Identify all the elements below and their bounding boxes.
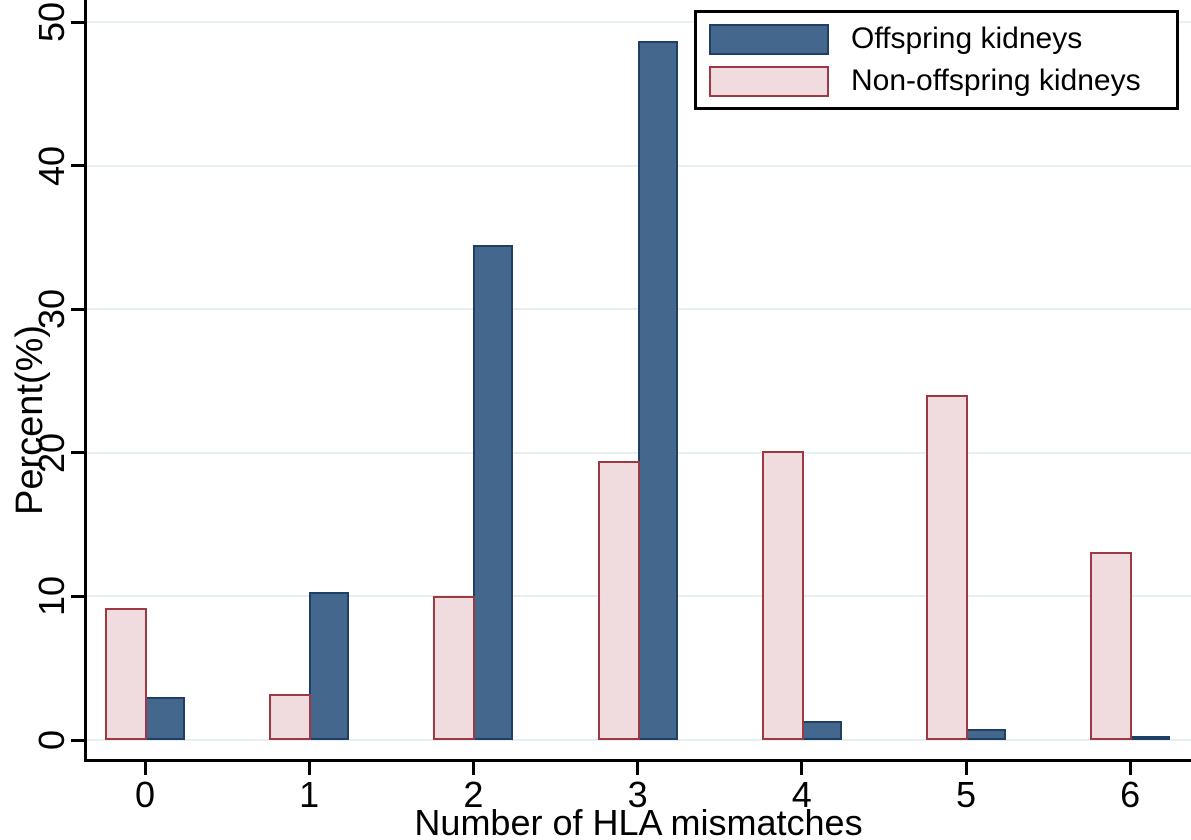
bar-non-offspring-kidneys: [761, 451, 804, 740]
y-axis-title: Percent(%): [8, 324, 51, 516]
bar-offspring-kidneys: [801, 721, 842, 740]
x-tick-label: 3: [627, 774, 648, 815]
bar-non-offspring-kidneys: [1090, 551, 1133, 740]
legend: Offspring kidneys Non-offspring kidneys: [694, 10, 1179, 110]
x-tick-label: 4: [791, 774, 812, 815]
bar-offspring-kidneys: [309, 592, 350, 740]
bar-non-offspring-kidneys: [433, 596, 476, 740]
bar-non-offspring-kidneys: [926, 395, 968, 740]
y-tick: [71, 738, 86, 742]
x-tick: [1128, 762, 1132, 775]
x-tick: [636, 762, 640, 775]
legend-item-offspring: Offspring kidneys: [709, 22, 1176, 55]
y-tick-label: 50: [31, 1, 72, 43]
legend-item-non-offspring: Non-offspring kidneys: [709, 64, 1176, 97]
x-tick-label: 1: [299, 774, 320, 815]
y-tick: [71, 451, 86, 455]
x-tick-label: 0: [134, 774, 156, 815]
legend-label-offspring: Offspring kidneys: [851, 22, 1083, 55]
gridline: [86, 739, 1191, 741]
bar-offspring-kidneys: [966, 728, 1006, 740]
bar-offspring-kidneys: [473, 244, 514, 740]
bar-offspring-kidneys: [637, 40, 678, 740]
y-tick: [71, 164, 86, 168]
offspring-kidneys-swatch: [709, 23, 829, 55]
y-tick-label: 0: [31, 729, 72, 751]
y-tick: [71, 594, 86, 598]
x-tick-label: 5: [955, 774, 977, 815]
x-axis-title: Number of HLA mismatches: [414, 802, 863, 840]
x-tick: [800, 762, 804, 775]
y-tick-label: 40: [31, 145, 72, 186]
gridline: [86, 21, 1191, 23]
y-tick: [71, 20, 86, 24]
x-tick-label: 2: [463, 774, 484, 815]
bar-offspring-kidneys: [1130, 735, 1171, 740]
legend-label-non-offspring: Non-offspring kidneys: [851, 64, 1141, 97]
bar-non-offspring-kidneys: [105, 607, 147, 740]
x-tick: [307, 762, 311, 775]
y-tick: [71, 307, 86, 311]
bar-non-offspring-kidneys: [269, 694, 312, 740]
x-tick: [964, 762, 968, 775]
y-axis-line: [84, 0, 87, 762]
bar-non-offspring-kidneys: [597, 461, 640, 740]
x-tick: [143, 762, 147, 775]
bar-offspring-kidneys: [145, 696, 185, 740]
x-axis-line: [84, 759, 1191, 762]
x-tick: [471, 762, 475, 775]
non-offspring-kidneys-swatch: [709, 65, 829, 97]
x-tick-label: 6: [1120, 774, 1141, 815]
